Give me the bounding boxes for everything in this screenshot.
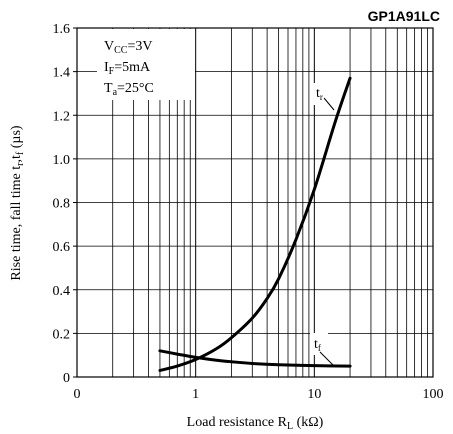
x-tick-label: 1 bbox=[192, 387, 199, 402]
data-point-tf bbox=[349, 365, 351, 367]
tr-label: tr bbox=[311, 83, 335, 111]
data-point-tf bbox=[215, 359, 218, 362]
y-tick-label: 1.6 bbox=[53, 22, 71, 37]
condition-vcc: VCC=3V bbox=[104, 39, 152, 56]
data-point-tf bbox=[194, 356, 197, 359]
tf-label-text: tf bbox=[314, 337, 321, 353]
data-point-tr bbox=[266, 297, 268, 300]
data-point-tr bbox=[194, 358, 197, 361]
data-point-tr bbox=[176, 365, 179, 367]
tr-label-bg bbox=[311, 83, 329, 105]
axis-ticks: 0 0.2 0.4 0.6 0.8 1.0 1.2 1.4 1.6 0 1 10 100 bbox=[53, 22, 444, 402]
data-point-tf bbox=[230, 360, 233, 363]
data-point-tr bbox=[295, 238, 297, 241]
conditions-box-bg bbox=[97, 29, 195, 100]
data-point-tr bbox=[334, 120, 337, 123]
data-point-tr bbox=[277, 278, 280, 280]
y-tick-label: 0.6 bbox=[53, 240, 71, 255]
data-point-tf bbox=[313, 364, 316, 367]
y-tick-label: 0 bbox=[63, 371, 70, 386]
data-point-tr bbox=[230, 336, 233, 339]
y-tick-label: 1.4 bbox=[53, 66, 71, 81]
data-point-tr bbox=[349, 77, 351, 79]
y-tick-label: 0.2 bbox=[53, 327, 71, 342]
y-tick-label: 1.2 bbox=[53, 109, 71, 124]
condition-ta: Ta=25°C bbox=[104, 81, 154, 98]
tf-label-bg bbox=[310, 333, 328, 355]
data-point-tr bbox=[159, 369, 161, 372]
y-tick-label: 0.4 bbox=[53, 284, 71, 299]
y-tick-label: 1.0 bbox=[53, 153, 71, 168]
part-number: GP1A91LC bbox=[368, 8, 440, 24]
data-point-tf bbox=[277, 363, 280, 366]
series-line-tr bbox=[158, 76, 352, 372]
x-tick-label: 10 bbox=[307, 387, 321, 402]
data-point-tr bbox=[313, 188, 316, 191]
data-point-tr bbox=[215, 347, 218, 350]
condition-if: IF=5mA bbox=[104, 60, 151, 77]
data-point-tf bbox=[251, 362, 254, 365]
data-point-tr bbox=[251, 317, 254, 319]
y-tick-label: 0.8 bbox=[53, 197, 71, 212]
tf-label: tf bbox=[310, 333, 336, 368]
series-group bbox=[158, 76, 352, 372]
tr-leader bbox=[323, 97, 335, 111]
tf-leader bbox=[319, 351, 336, 368]
tr-label-text: tr bbox=[316, 86, 323, 102]
x-tick-label: 0 bbox=[74, 387, 81, 402]
data-point-tf bbox=[159, 350, 161, 352]
x-tick-label: 100 bbox=[423, 387, 444, 402]
y-axis-label: Rise time, fall time tr,tf (µs) bbox=[9, 125, 26, 280]
x-axis-label: Load resistance RL (kΩ) bbox=[187, 415, 324, 432]
conditions-box: VCC=3V IF=5mA Ta=25°C bbox=[97, 29, 195, 100]
data-point-tf bbox=[176, 353, 179, 355]
